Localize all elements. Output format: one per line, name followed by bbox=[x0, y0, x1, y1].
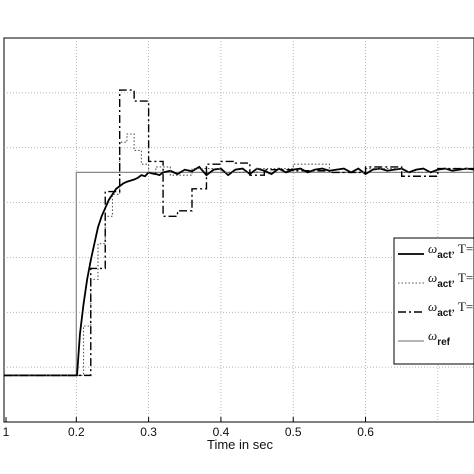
x-tick-label: 0.2 bbox=[68, 425, 85, 439]
x-tick-label: 0.3 bbox=[140, 425, 157, 439]
x-tick-label: 0.6 bbox=[357, 425, 374, 439]
series-line-dashdot bbox=[4, 89, 474, 377]
legend-label: ωact, T= bbox=[428, 270, 473, 290]
legend: ωact, T= ωact, T= ωact, T= ωref bbox=[393, 237, 474, 365]
legend-label: ωref bbox=[428, 328, 451, 348]
x-ticks: 1 0.2 0.3 0.4 0.5 0.6 bbox=[3, 417, 374, 439]
series-line-solid bbox=[4, 165, 474, 377]
legend-label: ωact, T= bbox=[428, 241, 473, 261]
legend-box bbox=[393, 237, 474, 365]
x-tick-label: 0.5 bbox=[285, 425, 302, 439]
x-tick-label: 1 bbox=[3, 425, 10, 439]
series-group bbox=[4, 89, 474, 377]
legend-label: ωact, T= bbox=[428, 299, 473, 319]
x-tick-label: 0.4 bbox=[213, 425, 230, 439]
x-axis-label: Time in sec bbox=[207, 437, 273, 452]
